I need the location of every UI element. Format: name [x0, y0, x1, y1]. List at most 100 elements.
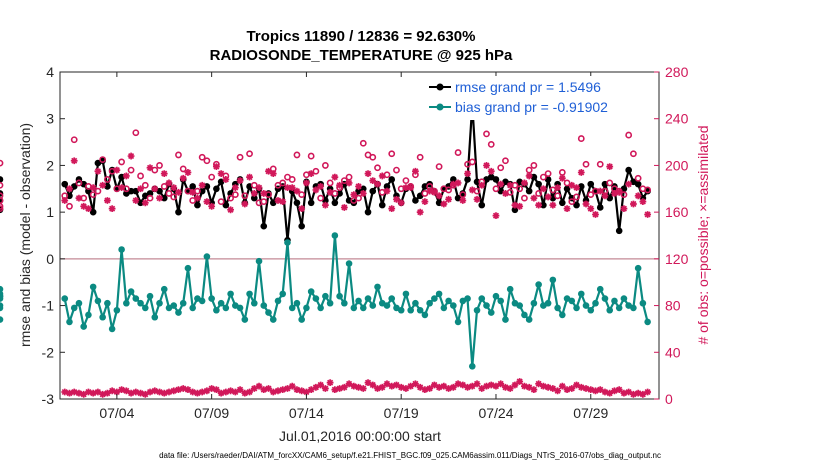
obs-assimilated-marker [317, 183, 325, 190]
obs-assimilated-marker [416, 383, 424, 391]
obs-possible-marker [468, 158, 476, 166]
obs-assimilated-marker [487, 167, 495, 175]
obs-possible-marker [160, 183, 168, 190]
data-point [388, 176, 396, 183]
obs-possible-marker [544, 170, 552, 178]
data-point [284, 239, 291, 246]
obs-assimilated-marker [269, 170, 277, 178]
obs-assimilated-marker [298, 205, 306, 213]
obs-assimilated-marker [336, 181, 343, 189]
data-point [61, 180, 69, 188]
data-point [644, 318, 651, 326]
data-point [407, 306, 414, 314]
obs-assimilated-marker [94, 388, 102, 396]
data-point [213, 185, 220, 193]
y-axis-right-ticks: 0 40 80 120 160 200 240 280 [654, 64, 689, 407]
obs-possible-marker [644, 186, 652, 194]
data-point [118, 246, 125, 253]
legend: rmse grand pr = 1.5496 bias grand pr = -… [424, 76, 654, 120]
obs-assimilated-marker [468, 382, 476, 390]
obs-assimilated-marker [279, 198, 287, 206]
obs-assimilated-marker [260, 190, 268, 197]
obs-possible-marker [307, 152, 315, 160]
data-point [108, 325, 116, 333]
obs-possible-marker [203, 157, 211, 165]
obs-assimilated-marker [388, 382, 396, 390]
obs-assimilated-marker [549, 201, 557, 209]
data-point [307, 199, 315, 207]
data-point [568, 297, 576, 305]
data-point [383, 302, 391, 309]
obs-possible-marker [355, 194, 362, 202]
obs-possible-marker [573, 193, 580, 201]
obs-assimilated-marker [298, 387, 306, 395]
y-tick-label: 3 [46, 111, 54, 127]
obs-assimilated-marker [416, 208, 424, 216]
obs-possible-marker [127, 166, 135, 174]
obs-possible-marker [118, 158, 126, 166]
data-point [99, 313, 106, 321]
data-point [89, 283, 97, 291]
data-point [492, 176, 500, 183]
legend-rmse-marker [436, 83, 444, 91]
obs-assimilated-marker [615, 386, 623, 394]
obs-assimilated-marker [478, 385, 486, 392]
obs-assimilated-marker [321, 385, 329, 392]
data-point [298, 316, 305, 323]
obs-assimilated-marker [194, 194, 201, 202]
legend-box [424, 76, 654, 120]
obs-assimilated-marker [189, 188, 197, 196]
obs-assimilated-marker [582, 385, 590, 392]
obs-possible-marker [606, 179, 614, 187]
data-point [535, 180, 542, 188]
data-point [611, 297, 618, 305]
data-point [364, 295, 372, 302]
obs-possible-marker [298, 191, 306, 199]
data-point [355, 297, 362, 305]
y-right-tick-label: 200 [665, 157, 689, 173]
obs-assimilated-marker [525, 383, 533, 391]
obs-assimilated-marker [473, 195, 481, 203]
obs-assimilated-marker [611, 387, 618, 395]
x-tick-label: 07/14 [289, 405, 324, 421]
series-layer [0, 101, 652, 398]
obs-assimilated-marker [208, 385, 216, 392]
obs-assimilated-marker [307, 170, 315, 178]
obs-assimilated-marker [265, 167, 272, 175]
data-point [582, 302, 590, 309]
obs-assimilated-marker [383, 380, 391, 388]
data-point [146, 190, 154, 197]
obs-assimilated-marker [336, 385, 343, 392]
obs-assimilated-marker [269, 388, 277, 396]
data-point [322, 292, 329, 300]
data-point [146, 292, 154, 300]
data-point [596, 204, 604, 211]
data-point [0, 304, 4, 312]
obs-assimilated-marker [303, 179, 310, 187]
y-axis-right-label: # of obs: o=possible; ×=assimilated [695, 125, 711, 344]
obs-assimilated-marker [530, 194, 538, 202]
obs-assimilated-marker [231, 184, 239, 192]
data-point [383, 183, 391, 190]
obs-assimilated-marker [156, 388, 163, 396]
obs-assimilated-marker [374, 385, 381, 392]
data-point [127, 288, 135, 295]
obs-assimilated-marker [634, 389, 642, 397]
data-point [94, 297, 102, 305]
obs-assimilated-marker [568, 181, 576, 189]
obs-assimilated-marker [625, 180, 633, 188]
obs-assimilated-marker [137, 389, 144, 397]
data-point [596, 285, 604, 293]
obs-assimilated-marker [421, 386, 429, 394]
legend-bias-label: bias grand pr = -0.91902 [455, 99, 608, 115]
data-point [345, 260, 353, 267]
obs-assimilated-marker [108, 387, 116, 395]
obs-possible-marker [634, 174, 642, 182]
data-point [525, 187, 533, 195]
obs-assimilated-marker [170, 387, 178, 395]
obs-assimilated-marker [378, 172, 386, 180]
data-point [577, 183, 585, 190]
y-right-tick-label: 0 [665, 391, 673, 407]
obs-assimilated-marker [577, 383, 585, 391]
obs-assimilated-marker [464, 383, 471, 391]
